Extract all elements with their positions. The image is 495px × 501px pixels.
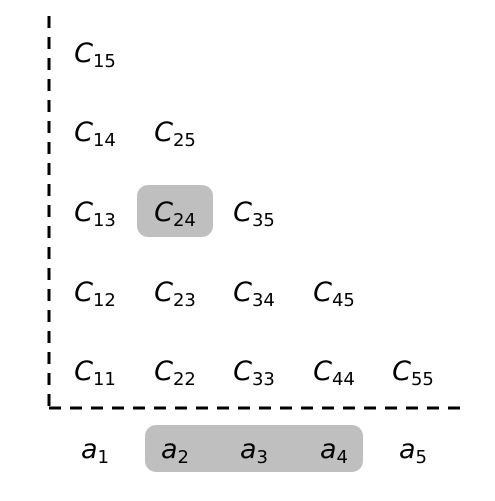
cell-c34-subscript: 34 bbox=[252, 290, 275, 311]
cell-c22: C22 bbox=[154, 356, 196, 390]
cell-c12-base: C bbox=[74, 277, 93, 308]
cell-c44: C44 bbox=[313, 356, 355, 390]
cell-c23: C23 bbox=[154, 277, 196, 311]
cell-highlight-box bbox=[137, 185, 213, 237]
cell-c34-base: C bbox=[233, 277, 252, 308]
cell-c33: C33 bbox=[233, 356, 275, 390]
cell-c25-base: C bbox=[154, 117, 173, 148]
cell-c13: C13 bbox=[74, 197, 116, 231]
cell-c13-subscript: 13 bbox=[93, 210, 116, 231]
cell-c55: C55 bbox=[392, 356, 434, 390]
sequence-a5-base: a bbox=[399, 434, 416, 465]
sequence-a5: a5 bbox=[399, 434, 427, 468]
cell-c23-base: C bbox=[154, 277, 173, 308]
sequence-a2: a2 bbox=[161, 434, 189, 468]
cell-c11-base: C bbox=[74, 356, 93, 387]
cell-c35-subscript: 35 bbox=[252, 210, 275, 231]
cell-c45-subscript: 45 bbox=[332, 290, 355, 311]
sequence-highlight-box bbox=[145, 425, 363, 472]
sequence-a2-base: a bbox=[161, 434, 178, 465]
sequence-a1: a1 bbox=[81, 434, 109, 468]
sequence-a1-base: a bbox=[81, 434, 98, 465]
sequence-a4-subscript: 4 bbox=[337, 447, 348, 468]
cell-c25: C25 bbox=[154, 117, 196, 151]
sequence-row: a1 a2 a3 a4 a5 bbox=[81, 434, 427, 468]
cell-c14-base: C bbox=[74, 117, 93, 148]
cell-c13-base: C bbox=[74, 197, 93, 228]
cell-c15: C15 bbox=[74, 38, 116, 72]
sequence-a5-subscript: 5 bbox=[416, 447, 427, 468]
cell-c35-base: C bbox=[233, 197, 252, 228]
cell-c44-base: C bbox=[313, 356, 332, 387]
cell-c15-subscript: 15 bbox=[93, 51, 116, 72]
cell-c11: C11 bbox=[74, 356, 116, 390]
cell-c25-subscript: 25 bbox=[173, 130, 196, 151]
cell-c34: C34 bbox=[233, 277, 275, 311]
highlight-layer bbox=[137, 185, 363, 472]
cell-c22-base: C bbox=[154, 356, 173, 387]
cell-c11-subscript: 11 bbox=[93, 369, 116, 390]
cell-c55-subscript: 55 bbox=[411, 369, 434, 390]
cell-c14: C14 bbox=[74, 117, 116, 151]
sequence-a2-subscript: 2 bbox=[178, 447, 189, 468]
sequence-a3-subscript: 3 bbox=[257, 447, 268, 468]
cell-c24: C24 bbox=[154, 197, 196, 231]
cell-c24-base: C bbox=[154, 197, 173, 228]
cell-c24-subscript: 24 bbox=[173, 210, 196, 231]
cell-c45: C45 bbox=[313, 277, 355, 311]
cell-c45-base: C bbox=[313, 277, 332, 308]
cell-c12: C12 bbox=[74, 277, 116, 311]
cell-c33-base: C bbox=[233, 356, 252, 387]
cell-c23-subscript: 23 bbox=[173, 290, 196, 311]
cell-c35: C35 bbox=[233, 197, 275, 231]
sequence-a4: a4 bbox=[320, 434, 348, 468]
cell-c33-subscript: 33 bbox=[252, 369, 275, 390]
cell-c22-subscript: 22 bbox=[173, 369, 196, 390]
cell-c44-subscript: 44 bbox=[332, 369, 355, 390]
sequence-a4-base: a bbox=[320, 434, 337, 465]
sequence-a1-subscript: 1 bbox=[98, 447, 109, 468]
cell-c15-base: C bbox=[74, 38, 93, 69]
cell-c12-subscript: 12 bbox=[93, 290, 116, 311]
sequence-a3-base: a bbox=[240, 434, 257, 465]
sequence-a3: a3 bbox=[240, 434, 268, 468]
cell-c14-subscript: 14 bbox=[93, 130, 116, 151]
cell-c55-base: C bbox=[392, 356, 411, 387]
